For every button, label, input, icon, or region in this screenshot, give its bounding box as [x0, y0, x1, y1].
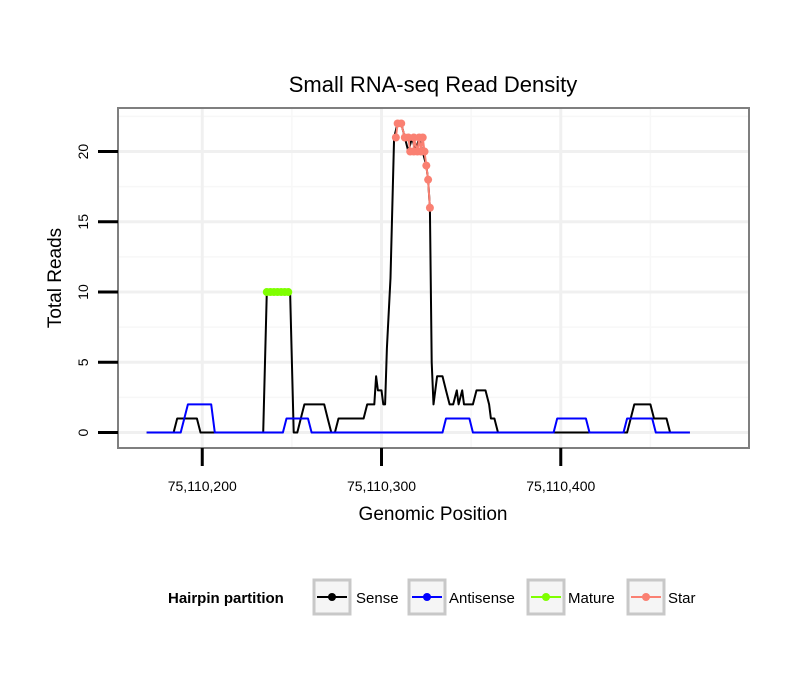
y-tick-label: 10: [75, 284, 91, 300]
legend-label-mature: Mature: [568, 590, 615, 607]
series-point-star: [397, 119, 406, 128]
x-tick-label: 75,110,400: [526, 478, 595, 494]
legend-title: Hairpin partition: [168, 590, 284, 607]
y-axis-label: Total Reads: [45, 228, 66, 328]
legend-point-sense: [328, 593, 336, 601]
series-point-star: [422, 161, 431, 170]
chart-title: Small RNA-seq Read Density: [289, 72, 578, 97]
legend-point-mature: [542, 593, 550, 601]
x-axis-label: Genomic Position: [359, 504, 508, 525]
legend-label-star: Star: [668, 590, 696, 607]
x-axis: 75,110,200 75,110,300 75,110,400: [168, 448, 596, 494]
series-line-star: [394, 122, 431, 208]
x-tick-label: 75,110,200: [168, 478, 237, 494]
y-tick-label: 20: [75, 144, 91, 160]
y-axis: 0 5 10 15 20: [75, 144, 118, 436]
y-tick-label: 5: [75, 358, 91, 366]
series-line-antisense: [146, 403, 690, 434]
series-point-star: [420, 147, 429, 156]
series-point-star: [391, 133, 400, 142]
series-point-star: [418, 133, 427, 142]
legend-label-antisense: Antisense: [449, 590, 515, 607]
series-layer: [146, 119, 690, 434]
legend-point-antisense: [423, 593, 431, 601]
x-tick-label: 75,110,300: [347, 478, 416, 494]
y-tick-label: 0: [75, 428, 91, 436]
grid-major: [119, 109, 748, 447]
series-point-mature: [284, 288, 293, 297]
legend: Hairpin partition Sense Antisense Mature St…: [168, 578, 696, 616]
legend-label-sense: Sense: [356, 590, 399, 607]
series-point-star: [425, 203, 434, 212]
series-point-star: [424, 175, 433, 184]
legend-point-star: [642, 593, 650, 601]
y-tick-label: 15: [75, 214, 91, 230]
